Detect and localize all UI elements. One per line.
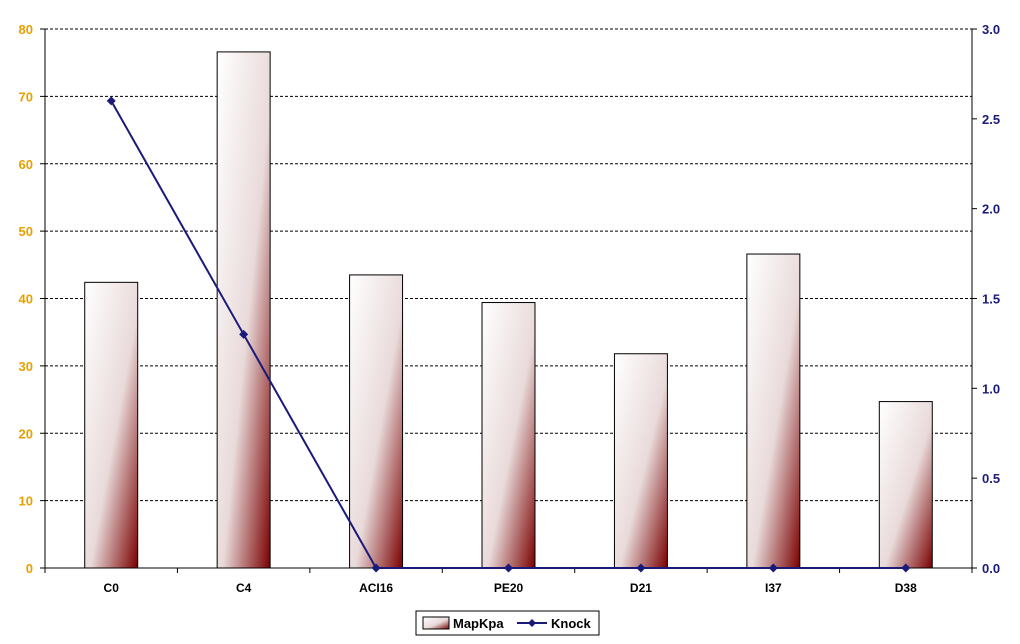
gridlines (45, 28, 972, 502)
y-right-tick-label: 3.0 (982, 22, 1000, 37)
x-tick-label: I37 (765, 581, 782, 595)
y-right-tick-label: 1.0 (982, 381, 1000, 396)
y-left-tick-label: 20 (19, 426, 33, 441)
legend-label-series-2: Knock (551, 616, 592, 631)
knock-point (504, 563, 513, 573)
knock-point (239, 329, 249, 339)
bar (613, 353, 668, 569)
x-tick-label: PE20 (494, 581, 524, 595)
legend-label-series-1: MapKpa (453, 616, 504, 631)
bar (481, 302, 536, 569)
bar (878, 401, 933, 569)
y-right-tick-label: 2.0 (982, 202, 1000, 217)
bar (746, 253, 801, 569)
legend-swatch-bar (422, 616, 450, 630)
y-right-tick-label: 1.5 (982, 292, 1000, 307)
y-left-tick-label: 50 (19, 224, 33, 239)
x-tick-label: C0 (104, 581, 120, 595)
bar (349, 274, 404, 569)
y-right-tick-label: 2.5 (982, 112, 1000, 127)
y-left-tick-label: 10 (19, 494, 33, 509)
x-tick-label: D38 (895, 581, 917, 595)
line-series-knock (106, 96, 911, 573)
x-tick-label: C4 (236, 581, 252, 595)
y-left-tick-label: 60 (19, 157, 33, 172)
knock-point (106, 96, 116, 106)
y-left-tick-label: 40 (19, 292, 33, 307)
y-left-tick-label: 0 (26, 561, 33, 576)
x-tick-label: D21 (630, 581, 652, 595)
bar (84, 281, 139, 569)
knock-point (901, 563, 911, 573)
y-left-tick-label: 80 (19, 22, 33, 37)
bar (216, 51, 271, 569)
y-left-tick-label: 30 (19, 359, 33, 374)
knock-point (371, 563, 381, 573)
bar-series-mapkpa (84, 51, 933, 569)
legend-marker-diamond (528, 619, 536, 627)
legend: MapKpa Knock (415, 610, 600, 636)
y-right-tick-label: 0.5 (982, 471, 1000, 486)
tick-labels: 0 10 20 30 40 50 60 70 80 0.0 0.5 1.0 1.5 2.0 2.5 3.0 C0… (19, 22, 1001, 595)
knock-point (768, 563, 778, 573)
x-tick-label: ACI16 (359, 581, 393, 595)
y-right-tick-label: 0.0 (982, 561, 1000, 576)
y-left-tick-label: 70 (19, 89, 33, 104)
knock-point (636, 563, 646, 573)
